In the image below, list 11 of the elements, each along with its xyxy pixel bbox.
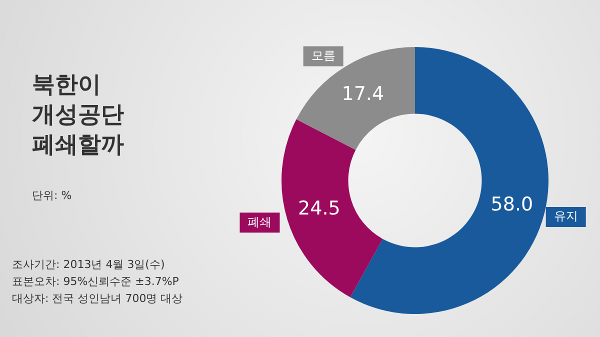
text: 조사기간: 2013년 4월 3일(수) bbox=[12, 257, 166, 273]
slice-label: 모름 bbox=[311, 48, 336, 62]
text: 북한이 개성공단 폐쇄할까 bbox=[32, 71, 124, 160]
text: 표본오차: 95%신뢰수준 ±3.7%P bbox=[12, 274, 180, 290]
slice-label: 유지 bbox=[554, 209, 578, 224]
data-label: 24.5 bbox=[298, 197, 340, 220]
text: 단위: % bbox=[32, 188, 72, 203]
data-label: 17.4 bbox=[342, 82, 384, 105]
slice-label: 폐쇄 bbox=[248, 214, 272, 229]
data-label: 58.0 bbox=[490, 194, 534, 216]
text: 대상자: 전국 성인남녀 700명 대상 bbox=[12, 291, 183, 307]
